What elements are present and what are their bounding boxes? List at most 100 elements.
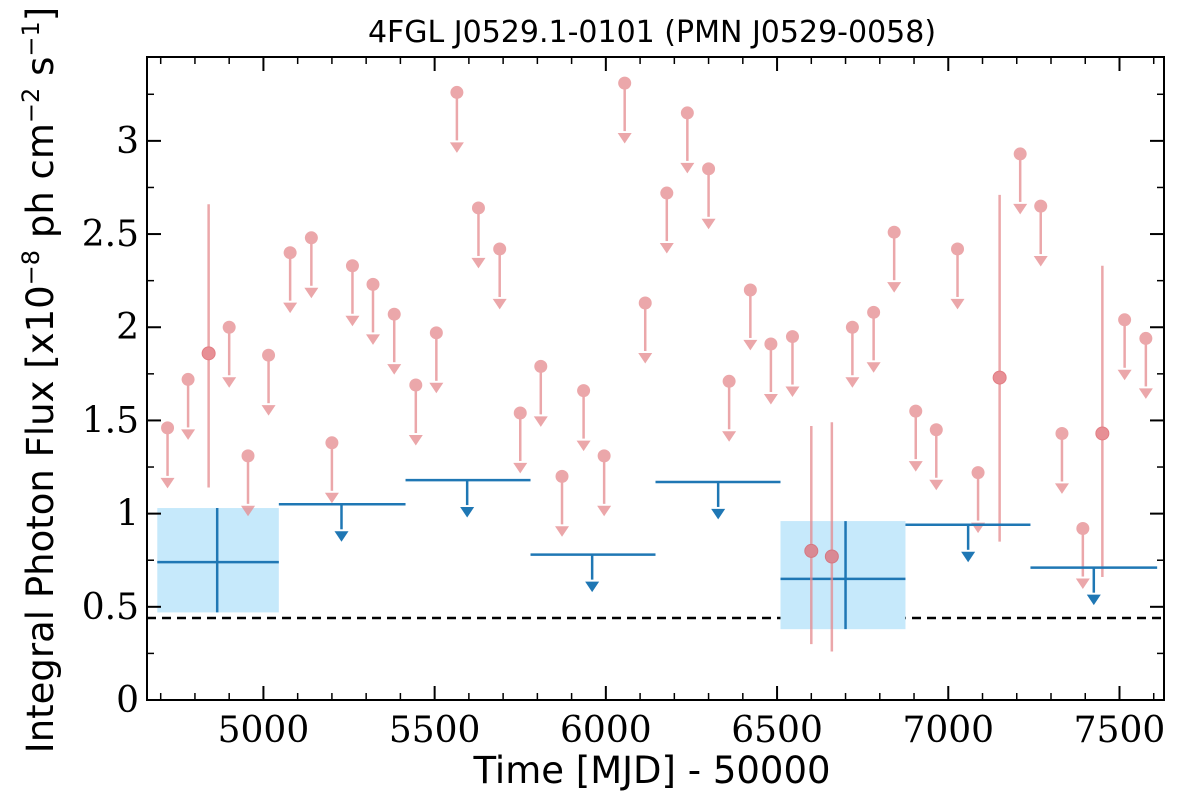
y-tick-label: 1.5 xyxy=(82,400,139,441)
yearly-ul-arrow-head xyxy=(334,531,349,542)
monthly-ul-marker xyxy=(283,246,297,260)
monthly-ul-marker xyxy=(325,436,339,450)
x-tick-label: 7500 xyxy=(1074,710,1166,751)
monthly-ul-marker xyxy=(366,277,380,291)
monthly-ul-marker xyxy=(534,359,548,373)
monthly-detection xyxy=(201,204,216,488)
monthly-ul-arrow-head xyxy=(866,362,881,373)
monthly-ul-marker xyxy=(845,320,859,334)
yearly-ul-arrow-head xyxy=(711,508,726,520)
y-axis-label-exp3: −1 xyxy=(17,21,45,56)
monthly-ul-arrow-head xyxy=(722,431,737,442)
x-tick-label: 6000 xyxy=(560,710,652,751)
chart-title: 4FGL J0529.1-0101 (PMN J0529-0058) xyxy=(368,15,936,50)
monthly-ul-marker xyxy=(345,259,359,273)
monthly-detection xyxy=(804,426,819,645)
monthly-ul-marker xyxy=(867,305,881,319)
x-axis-label: Time [MJD] - 50000 xyxy=(472,749,830,792)
monthly-ul-marker xyxy=(222,320,236,334)
monthly-ul-arrow-head xyxy=(887,282,902,293)
monthly-upper-limit xyxy=(680,106,695,174)
monthly-upper-limit xyxy=(1054,426,1069,494)
monthly-ul-marker xyxy=(618,76,632,90)
monthly-ul-arrow-head xyxy=(555,526,570,537)
monthly-upper-limit xyxy=(283,246,298,314)
monthly-ul-arrow-head xyxy=(471,257,486,269)
monthly-ul-arrow-head xyxy=(1075,578,1090,589)
monthly-ul-marker xyxy=(702,162,716,176)
monthly-ul-marker xyxy=(597,449,611,463)
monthly-upper-limit xyxy=(366,277,380,345)
monthly-ul-arrow-head xyxy=(680,162,695,174)
monthly-upper-limit xyxy=(1013,147,1028,215)
monthly-upper-limit xyxy=(222,320,237,388)
monthly-ul-marker xyxy=(743,283,757,297)
monthly-ul-arrow-head xyxy=(763,393,778,405)
monthly-ul-arrow-head xyxy=(597,505,612,517)
monthly-upper-limit xyxy=(492,242,507,310)
monthly-ul-arrow-head xyxy=(387,364,402,375)
y-axis-label: Integral Photon Flux [x10−8 ph cm−2 s−1] xyxy=(17,7,62,753)
monthly-upper-limit xyxy=(555,469,570,537)
monthly-upper-limit xyxy=(1075,522,1090,589)
monthly-upper-limit xyxy=(845,320,860,388)
monthly-ul-arrow-head xyxy=(429,382,444,394)
monthly-upper-limit xyxy=(929,423,944,491)
monthly-upper-limit xyxy=(304,231,319,299)
monthly-upper-limit xyxy=(429,326,444,394)
monthly-upper-limit xyxy=(513,406,528,474)
y-axis-label-end: ] xyxy=(19,7,62,21)
monthly-upper-limit xyxy=(1117,313,1132,381)
y-axis: 0 0.5 1 1.5 2 2.5 3 xyxy=(82,93,1164,721)
monthly-ul-arrow-head xyxy=(241,505,256,517)
monthly-detection xyxy=(1095,265,1110,577)
monthly-ul-arrow-head xyxy=(743,339,758,351)
monthly-ul-marker xyxy=(1055,426,1069,440)
monthly-upper-limit xyxy=(701,162,716,230)
monthly-upper-limit xyxy=(617,76,632,144)
monthly-ul-marker xyxy=(929,423,943,437)
monthly-ul-arrow-head xyxy=(929,479,944,491)
monthly-detection-marker xyxy=(824,549,839,564)
monthly-upper-limit xyxy=(887,225,902,293)
monthly-ul-arrow-head xyxy=(845,377,860,388)
monthly-ul-arrow-head xyxy=(950,298,965,310)
monthly-ul-marker xyxy=(513,406,527,420)
monthly-ul-marker xyxy=(241,449,255,463)
yearly-upper-limit xyxy=(1030,566,1158,606)
monthly-ul-marker xyxy=(722,374,736,388)
monthly-upper-limit xyxy=(576,384,591,452)
monthly-detection xyxy=(992,194,1007,542)
x-tick-label: 5500 xyxy=(389,710,481,751)
monthly-detection-marker xyxy=(992,370,1007,385)
monthly-upper-limit xyxy=(471,201,486,269)
monthly-upper-limit xyxy=(449,85,464,153)
y-tick-label: 0.5 xyxy=(82,587,139,628)
monthly-ul-arrow-head xyxy=(283,302,298,314)
plot-area xyxy=(147,76,1164,652)
monthly-ul-marker xyxy=(161,421,175,435)
monthly-upper-limit xyxy=(785,330,800,398)
monthly-ul-arrow-head xyxy=(533,416,548,427)
monthly-ul-marker xyxy=(909,404,923,418)
monthly-upper-limit xyxy=(408,378,423,446)
monthly-upper-limit xyxy=(763,337,778,405)
monthly-ul-arrow-head xyxy=(638,352,653,364)
monthly-ul-arrow-head xyxy=(324,492,339,504)
monthly-ul-arrow-head xyxy=(1033,256,1048,267)
monthly-upper-limit xyxy=(181,372,196,440)
monthly-detection-marker xyxy=(201,346,216,361)
yearly-ul-arrow-head xyxy=(585,581,600,593)
monthly-ul-arrow-head xyxy=(408,434,423,446)
monthly-upper-limit xyxy=(597,449,612,517)
monthly-ul-marker xyxy=(971,466,985,480)
monthly-detection-marker xyxy=(1095,426,1110,441)
yearly-detection xyxy=(157,508,279,613)
y-tick-label: 3 xyxy=(116,121,139,162)
monthly-ul-arrow-head xyxy=(701,218,716,230)
monthly-upper-limit xyxy=(866,305,881,373)
monthly-ul-arrow-head xyxy=(222,377,237,388)
monthly-ul-marker xyxy=(262,348,276,362)
monthly-upper-limit xyxy=(261,348,276,416)
monthly-ul-marker xyxy=(951,242,965,256)
